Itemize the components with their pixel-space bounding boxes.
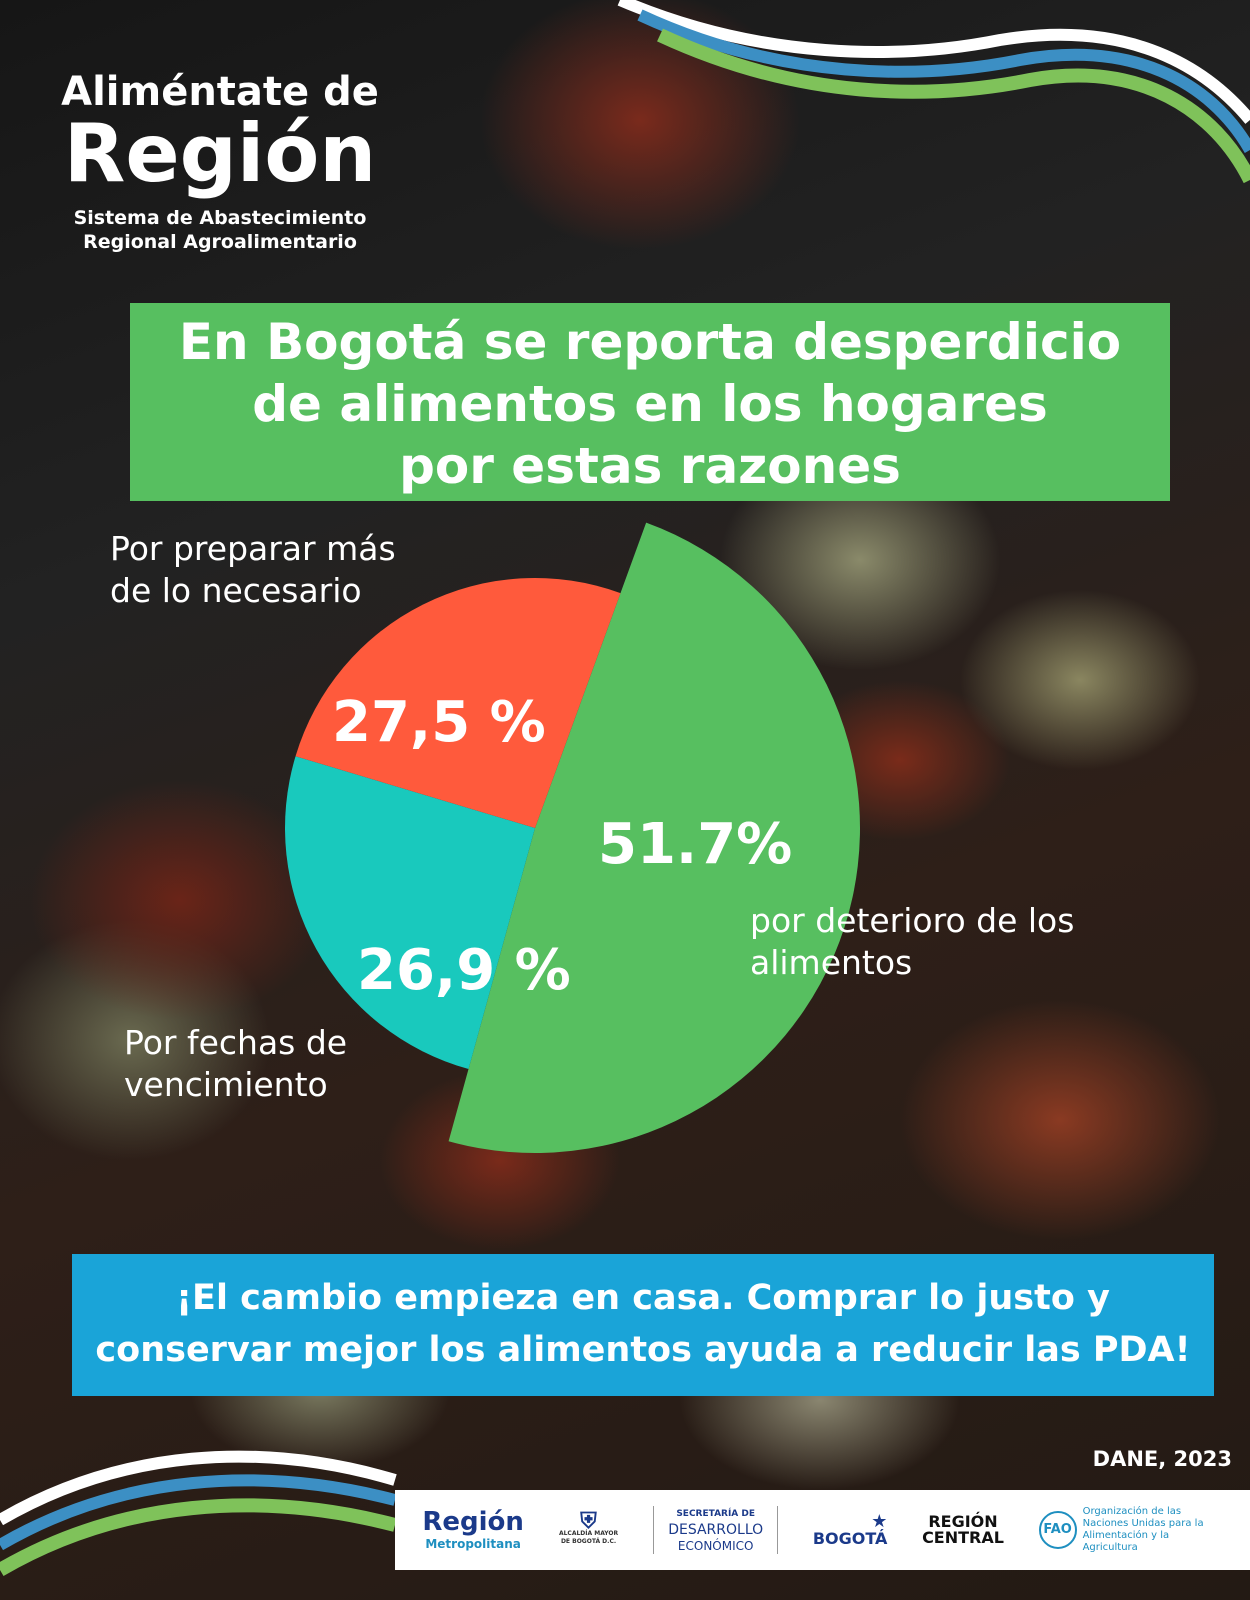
region-central-logo: REGIÓN CENTRAL	[922, 1512, 1004, 1547]
logo-subtitle2: Regional Agroalimentario	[83, 231, 357, 253]
logo-line2: Región	[63, 107, 377, 200]
secretaria-desarrollo-logo: SECRETARÍA DE DESARROLLO ECONÓMICO	[653, 1506, 779, 1554]
region-metropolitana-logo: Región Metropolitana	[422, 1506, 524, 1551]
value-vencimiento: 26,9 %	[357, 938, 571, 1003]
pie-slice-0	[448, 522, 861, 1154]
source-label: DANE, 2023	[1092, 1447, 1232, 1471]
call-to-action-banner: ¡El cambio empieza en casa. Comprar lo j…	[72, 1254, 1214, 1396]
value-preparar: 27,5 %	[332, 690, 546, 755]
label-vencimiento-line2: vencimiento	[124, 1065, 328, 1104]
label-deterioro: por deterioro de los alimentos	[750, 900, 1074, 984]
label-preparar: Por preparar más de lo necesario	[110, 528, 396, 612]
logo-subtitle1: Sistema de Abastecimiento	[73, 207, 367, 229]
sponsor-logos: Región Metropolitana ⛨ ALCALDÍA MAYOR DE B…	[395, 1490, 1250, 1570]
cta-line1: ¡El cambio empieza en casa. Comprar lo j…	[176, 1278, 1110, 1318]
logo-line1: Aliméntate de	[61, 69, 379, 115]
label-preparar-line1: Por preparar más	[110, 529, 396, 568]
label-deterioro-line2: alimentos	[750, 943, 913, 982]
label-vencimiento-line1: Por fechas de	[124, 1023, 348, 1062]
label-deterioro-line1: por deterioro de los	[750, 901, 1075, 940]
label-preparar-line2: de lo necesario	[110, 571, 362, 610]
title-line3: por estas razones	[399, 437, 901, 495]
alimentate-de-region-logo: Aliméntate de Región Sistema de Abasteci…	[50, 70, 390, 254]
value-deterioro: 51.7%	[598, 812, 793, 877]
fao-logo: FAO Organización de las Naciones Unidas p…	[1038, 1506, 1223, 1554]
label-vencimiento: Por fechas de vencimiento	[124, 1022, 347, 1106]
title-line1: En Bogotá se reporta desperdicio	[178, 313, 1122, 371]
page-title: En Bogotá se reporta desperdicio de alim…	[130, 303, 1170, 501]
title-line2: de alimentos en los hogares	[252, 375, 1048, 433]
bogota-logo: ★ BOGOTÁ	[812, 1510, 888, 1548]
cta-line2: conservar mejor los alimentos ayuda a re…	[95, 1330, 1191, 1370]
pie-slice-2	[295, 578, 621, 828]
alcaldia-logo: ⛨ ALCALDÍA MAYOR DE BOGOTÁ D.C.	[558, 1509, 619, 1546]
pie-slice-1	[284, 756, 535, 1070]
